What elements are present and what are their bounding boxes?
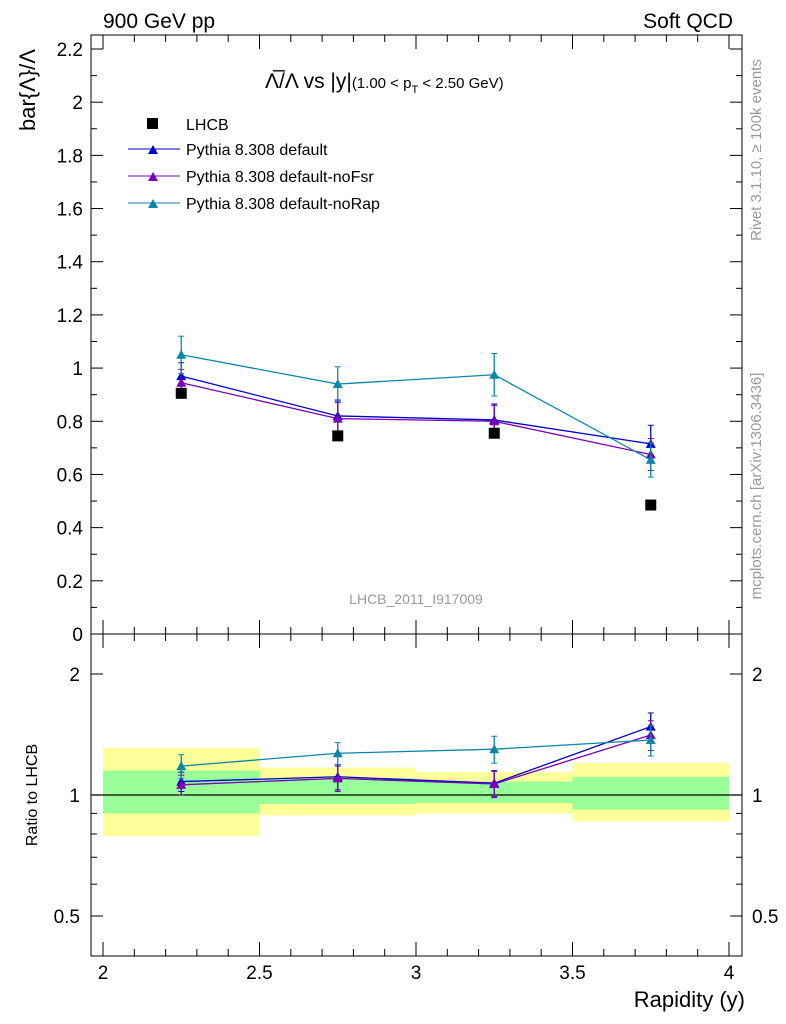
y-tick-label: 2.2 bbox=[57, 40, 83, 61]
main-panel-ticks bbox=[91, 35, 742, 635]
mc-point bbox=[489, 416, 500, 426]
y-tick-label: 0.4 bbox=[57, 519, 84, 540]
series-line bbox=[181, 354, 652, 461]
main-y-tick-labels: 0 0.2 0.4 0.6 0.8 1 1.2 1.4 1.6 1.8 2 2.2 bbox=[57, 40, 84, 646]
ratio-panel-marks bbox=[176, 712, 656, 799]
x-axis-label: Rapidity (y) bbox=[634, 987, 745, 1012]
y-tick-label: 1.4 bbox=[57, 253, 84, 274]
y-tick-label: 1.8 bbox=[57, 146, 83, 167]
stat-uncertainty-band bbox=[572, 776, 729, 810]
y-tick-label: 1.2 bbox=[57, 306, 83, 327]
ratio-y-tick-label: 0.5 bbox=[54, 907, 80, 928]
y-tick-label: 0.6 bbox=[57, 465, 83, 486]
main-y-axis-label: bar{Λ}/Λ bbox=[15, 49, 40, 131]
ratio-point bbox=[645, 735, 656, 745]
ratio-point bbox=[176, 779, 187, 789]
x-tick-label: 3.5 bbox=[559, 963, 585, 984]
mc-point bbox=[332, 379, 343, 389]
main-title-sub-post: < 2.50 GeV) bbox=[418, 75, 503, 92]
lhcb-point bbox=[175, 387, 187, 399]
ratio-uncertainty-bands bbox=[91, 747, 742, 837]
ratio-point bbox=[176, 761, 187, 771]
series-line bbox=[181, 382, 651, 456]
y-tick-label: 1 bbox=[72, 359, 83, 380]
y-tick-label: 0.2 bbox=[57, 572, 83, 593]
x-tick-label: 2.5 bbox=[246, 963, 272, 984]
ratio-y-tick-label: 1 bbox=[69, 786, 80, 807]
mc-point bbox=[176, 377, 187, 387]
ratio-point bbox=[489, 744, 500, 754]
main-panel: 00.20.40.60.811.21.41.61.822.2 bar{Λ}/Λ … bbox=[15, 34, 743, 646]
ratio-y-tick-label: 2 bbox=[69, 665, 80, 686]
legend-label-default: Pythia 8.308 default bbox=[186, 142, 328, 159]
legend-label-nofsr: Pythia 8.308 default-noFsr bbox=[186, 169, 374, 186]
mcplots-label: mcplots.cern.ch [arXiv:1306.3436] bbox=[748, 373, 765, 600]
analysis-watermark: LHCB_2011_I917009 bbox=[349, 591, 483, 607]
ratio-tick-labels: 0.5 0.5 1 1 2 2 2 2.5 3 3.5 4 bbox=[54, 665, 779, 984]
x-tick-label: 4 bbox=[724, 963, 735, 984]
ratio-y-tick-label-right: 2 bbox=[752, 665, 763, 686]
lhcb-point bbox=[645, 499, 657, 511]
ratio-series-line bbox=[181, 725, 651, 784]
ratio-point bbox=[332, 748, 343, 758]
ratio-panel: 0.5 0.5 1 1 2 2 2 2.5 3 3.5 4 Ratio to LHCB Rapidi… bbox=[24, 633, 779, 1012]
ratio-panel-frame bbox=[90, 633, 743, 957]
mc-point bbox=[489, 369, 500, 379]
lhcb-point bbox=[332, 430, 344, 442]
main-title: Λ̅/Λ vs |y|(1.00 < pT < 2.50 GeV) bbox=[265, 70, 504, 96]
rivet-label: Rivet 3.1.10, ≥ 100k events bbox=[748, 59, 765, 241]
ratio-point bbox=[332, 773, 343, 783]
lhcb-point bbox=[488, 427, 500, 439]
mc-point bbox=[332, 413, 343, 423]
series-line bbox=[181, 375, 651, 445]
legend-marker-norap bbox=[148, 199, 158, 208]
main-title-main: Λ̅/Λ vs |y| bbox=[265, 70, 352, 93]
main-title-sub-index: T bbox=[411, 84, 418, 96]
y-tick-label: 2 bbox=[72, 93, 83, 114]
ratio-panel-ticks bbox=[91, 634, 742, 956]
header-right: Soft QCD bbox=[643, 10, 733, 33]
legend-marker-lhcb bbox=[147, 118, 158, 129]
legend-label-lhcb: LHCB bbox=[186, 117, 229, 134]
ratio-series-line bbox=[181, 734, 651, 786]
legend-marker-nofsr bbox=[148, 172, 158, 181]
legend-marker-default bbox=[148, 145, 158, 154]
ratio-series-line bbox=[181, 739, 651, 767]
ratio-y-tick-label-right: 0.5 bbox=[752, 907, 778, 928]
y-tick-label: 0.8 bbox=[57, 412, 83, 433]
ratio-y-tick-label-right: 1 bbox=[752, 786, 763, 807]
legend: LHCB Pythia 8.308 default Pythia 8.308 d… bbox=[128, 117, 380, 213]
ratio-point bbox=[489, 779, 500, 789]
y-tick-label: 0 bbox=[72, 625, 83, 646]
ratio-y-axis-label: Ratio to LHCB bbox=[24, 744, 41, 846]
mc-point bbox=[645, 454, 656, 464]
legend-label-norap: Pythia 8.308 default-noRap bbox=[186, 196, 380, 213]
y-tick-label: 1.6 bbox=[57, 200, 83, 221]
x-tick-label: 2 bbox=[98, 963, 109, 984]
header-left: 900 GeV pp bbox=[103, 10, 215, 33]
main-panel-marks bbox=[175, 335, 657, 511]
x-tick-label: 3 bbox=[411, 963, 422, 984]
mc-point bbox=[176, 349, 187, 359]
main-title-sub-pre: (1.00 < p bbox=[352, 75, 412, 92]
